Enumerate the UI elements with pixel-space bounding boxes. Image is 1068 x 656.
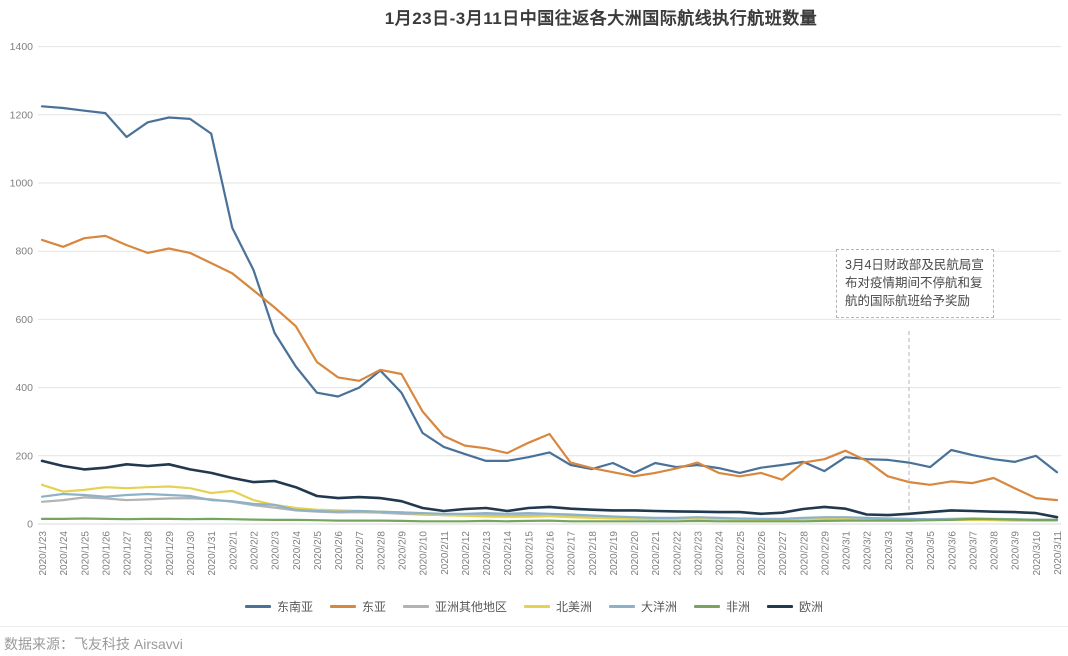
legend-item-东亚: 东亚 <box>329 598 386 615</box>
y-axis-label: 600 <box>15 314 33 326</box>
legend-swatch-icon <box>694 605 721 608</box>
series-line-欧洲 <box>40 459 1059 519</box>
series-line-非洲 <box>40 517 1059 523</box>
chart-legend: 东南亚 东亚 亚洲其他地区 北美洲 大洋洲 非洲 欧洲 <box>0 598 1068 615</box>
legend-label: 东亚 <box>361 600 386 614</box>
x-axis-label: 2020/2/5 <box>313 531 324 570</box>
legend-label: 东南亚 <box>276 600 313 614</box>
legend-label: 大洋洲 <box>641 600 678 614</box>
x-axis-label: 2020/3/1 <box>842 531 853 570</box>
x-axis-label: 2020/1/29 <box>165 531 176 576</box>
legend-swatch-icon <box>402 605 429 608</box>
x-axis-label: 2020/2/28 <box>799 531 810 576</box>
legend-item-非洲: 非洲 <box>694 598 750 615</box>
x-axis-label: 2020/1/30 <box>186 531 197 576</box>
x-axis-label: 2020/3/9 <box>1011 531 1022 570</box>
x-axis-label: 2020/2/23 <box>694 531 705 576</box>
x-axis-label: 2020/1/31 <box>207 531 218 576</box>
x-axis-label: 2020/2/18 <box>588 531 599 576</box>
x-axis-label: 2020/2/17 <box>567 531 578 576</box>
x-axis-label: 2020/2/26 <box>757 531 768 576</box>
x-axis-label: 2020/2/27 <box>778 531 789 576</box>
legend-item-亚洲其他地区: 亚洲其他地区 <box>402 598 507 615</box>
x-axis-label: 2020/2/25 <box>736 531 747 576</box>
chart-canvas: 0 200 400 600 800 1000 1200 1400 2020/1/23 2020/1… <box>10 41 1064 576</box>
x-axis-label: 2020/3/5 <box>926 531 937 570</box>
x-axis-label: 2020/2/2 <box>249 531 260 570</box>
x-axis-label: 2020/1/25 <box>80 531 91 576</box>
y-axis-label: 1400 <box>10 41 34 53</box>
x-axis-label: 2020/3/10 <box>1032 531 1043 576</box>
x-axis-label: 2020/2/11 <box>440 531 451 575</box>
x-axis-label: 2020/3/4 <box>905 531 916 570</box>
x-axis-label: 2020/2/12 <box>461 531 472 576</box>
legend-item-东南亚: 东南亚 <box>244 598 313 615</box>
x-axis-label: 2020/1/28 <box>144 531 155 576</box>
y-axis-label: 800 <box>15 246 33 258</box>
x-axis-label: 2020/1/26 <box>101 531 112 576</box>
x-axis-label: 2020/2/1 <box>228 531 239 570</box>
annotation-box: 3月4日财政部及民航局宣布对疫情期间不停航和复航的国际航班给予奖励 <box>836 249 994 319</box>
legend-item-大洋洲: 大洋洲 <box>609 598 677 615</box>
x-axis-label: 2020/2/15 <box>524 531 535 576</box>
x-axis-label: 2020/1/24 <box>59 531 70 576</box>
legend-item-北美洲: 北美洲 <box>523 598 592 615</box>
x-axis-label: 2020/2/3 <box>271 531 282 570</box>
x-axis-label: 2020/2/19 <box>609 531 620 576</box>
legend-swatch-icon <box>523 605 550 608</box>
y-axis-label: 400 <box>15 382 33 394</box>
x-axis-label: 2020/2/8 <box>376 531 387 570</box>
x-axis-label: 2020/1/27 <box>123 531 134 576</box>
x-axis-label: 2020/2/22 <box>672 531 683 576</box>
chart-title: 1月23日-3月11日中国往返各大洲国际航线执行航班数量 <box>384 9 818 28</box>
x-axis-label: 2020/3/6 <box>947 531 958 570</box>
legend-label: 非洲 <box>726 600 751 614</box>
legend-swatch-icon <box>767 605 794 608</box>
legend-swatch-icon <box>329 605 356 608</box>
y-axis-label: 0 <box>27 519 33 531</box>
x-axis-label: 2020/2/6 <box>334 531 345 570</box>
x-axis-label: 2020/3/2 <box>863 531 874 570</box>
x-axis-label: 2020/2/16 <box>546 531 557 576</box>
x-axis-label: 2020/1/23 <box>38 531 49 576</box>
legend-label: 欧洲 <box>799 600 824 614</box>
x-axis-label: 2020/2/7 <box>355 531 366 570</box>
x-axis-label: 2020/2/13 <box>482 531 493 576</box>
legend-swatch-icon <box>609 605 635 608</box>
x-axis-label: 2020/2/24 <box>715 531 726 576</box>
legend-label: 亚洲其他地区 <box>434 600 507 614</box>
x-axis-label: 2020/3/3 <box>884 531 895 570</box>
series-line-大洋洲 <box>40 492 1059 522</box>
legend-label: 北美洲 <box>555 600 592 614</box>
series-line-东亚 <box>40 234 1059 502</box>
annotation-text: 3月4日财政部及民航局宣布对疫情期间不停航和复航的国际航班给予奖励 <box>845 258 984 308</box>
x-axis-label: 2020/3/7 <box>968 531 979 570</box>
legend-item-欧洲: 欧洲 <box>767 598 823 615</box>
x-axis-label: 2020/3/8 <box>990 531 1001 570</box>
y-axis-label: 200 <box>15 450 33 462</box>
series-line-东南亚 <box>40 105 1059 474</box>
x-axis-label: 2020/2/29 <box>820 531 831 576</box>
x-axis-label: 2020/2/20 <box>630 531 641 576</box>
y-axis-label: 1000 <box>10 178 34 190</box>
bottom-divider <box>0 626 1068 627</box>
x-axis-label: 2020/2/9 <box>397 531 408 570</box>
x-axis-label: 2020/2/21 <box>651 531 662 576</box>
legend-swatch-icon <box>244 605 271 608</box>
x-axis-label: 2020/2/10 <box>419 531 430 576</box>
y-axis-label: 1200 <box>10 109 34 121</box>
data-source-note: 数据来源：飞友科技 Airsavvi <box>4 636 183 652</box>
x-axis-label: 2020/2/4 <box>292 531 303 570</box>
x-axis-label: 2020/3/11 <box>1053 531 1064 575</box>
x-axis-label: 2020/2/14 <box>503 531 514 576</box>
